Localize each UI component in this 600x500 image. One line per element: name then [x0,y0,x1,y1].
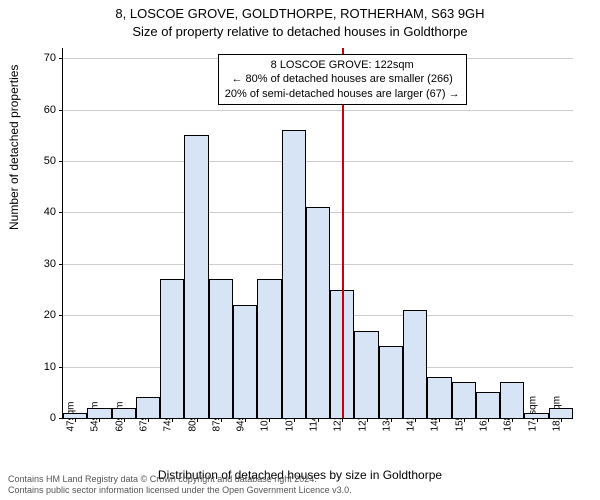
histogram-bar [379,346,403,418]
y-tick-mark [59,315,63,316]
y-tick-mark [59,161,63,162]
histogram-bar [112,408,136,418]
histogram-bar [282,130,306,418]
y-tick-mark [59,264,63,265]
y-tick-label: 70 [16,52,56,64]
footer-attribution: Contains HM Land Registry data © Crown c… [8,474,352,496]
histogram-bar [549,408,573,418]
chart-title-line2: Size of property relative to detached ho… [0,24,600,39]
y-tick-label: 10 [16,361,56,373]
y-tick-label: 0 [16,412,56,424]
reference-annotation: 8 LOSCOE GROVE: 122sqm ← 80% of detached… [218,54,467,105]
histogram-bar [136,397,160,418]
histogram-bar [427,377,451,418]
annotation-line: 8 LOSCOE GROVE: 122sqm [225,58,460,72]
gridline [63,110,573,111]
histogram-bar [63,413,87,418]
histogram-bar [500,382,524,418]
chart-container: 8, LOSCOE GROVE, GOLDTHORPE, ROTHERHAM, … [0,0,600,500]
footer-line: Contains public sector information licen… [8,485,352,496]
y-tick-mark [59,58,63,59]
footer-line: Contains HM Land Registry data © Crown c… [8,474,352,485]
histogram-bar [209,279,233,418]
annotation-line: ← 80% of detached houses are smaller (26… [225,72,460,86]
histogram-bar [160,279,184,418]
histogram-bar [306,207,330,418]
y-tick-label: 30 [16,258,56,270]
y-axis-label: Number of detached properties [7,65,21,230]
y-tick-label: 60 [16,104,56,116]
histogram-bar [184,135,208,418]
gridline [63,161,573,162]
y-tick-mark [59,110,63,111]
plot-area: 8 LOSCOE GROVE: 122sqm ← 80% of detached… [62,48,573,419]
y-tick-label: 20 [16,309,56,321]
histogram-bar [257,279,281,418]
histogram-bar [87,408,111,418]
annotation-line: 20% of semi-detached houses are larger (… [225,87,460,101]
y-tick-label: 40 [16,206,56,218]
histogram-bar [233,305,257,418]
y-tick-mark [59,418,63,419]
chart-title-line1: 8, LOSCOE GROVE, GOLDTHORPE, ROTHERHAM, … [0,6,600,21]
histogram-bar [476,392,500,418]
y-tick-mark [59,212,63,213]
histogram-bar [452,382,476,418]
histogram-bar [354,331,378,418]
histogram-bar [524,413,548,418]
histogram-bar [403,310,427,418]
y-tick-mark [59,367,63,368]
y-tick-label: 50 [16,155,56,167]
